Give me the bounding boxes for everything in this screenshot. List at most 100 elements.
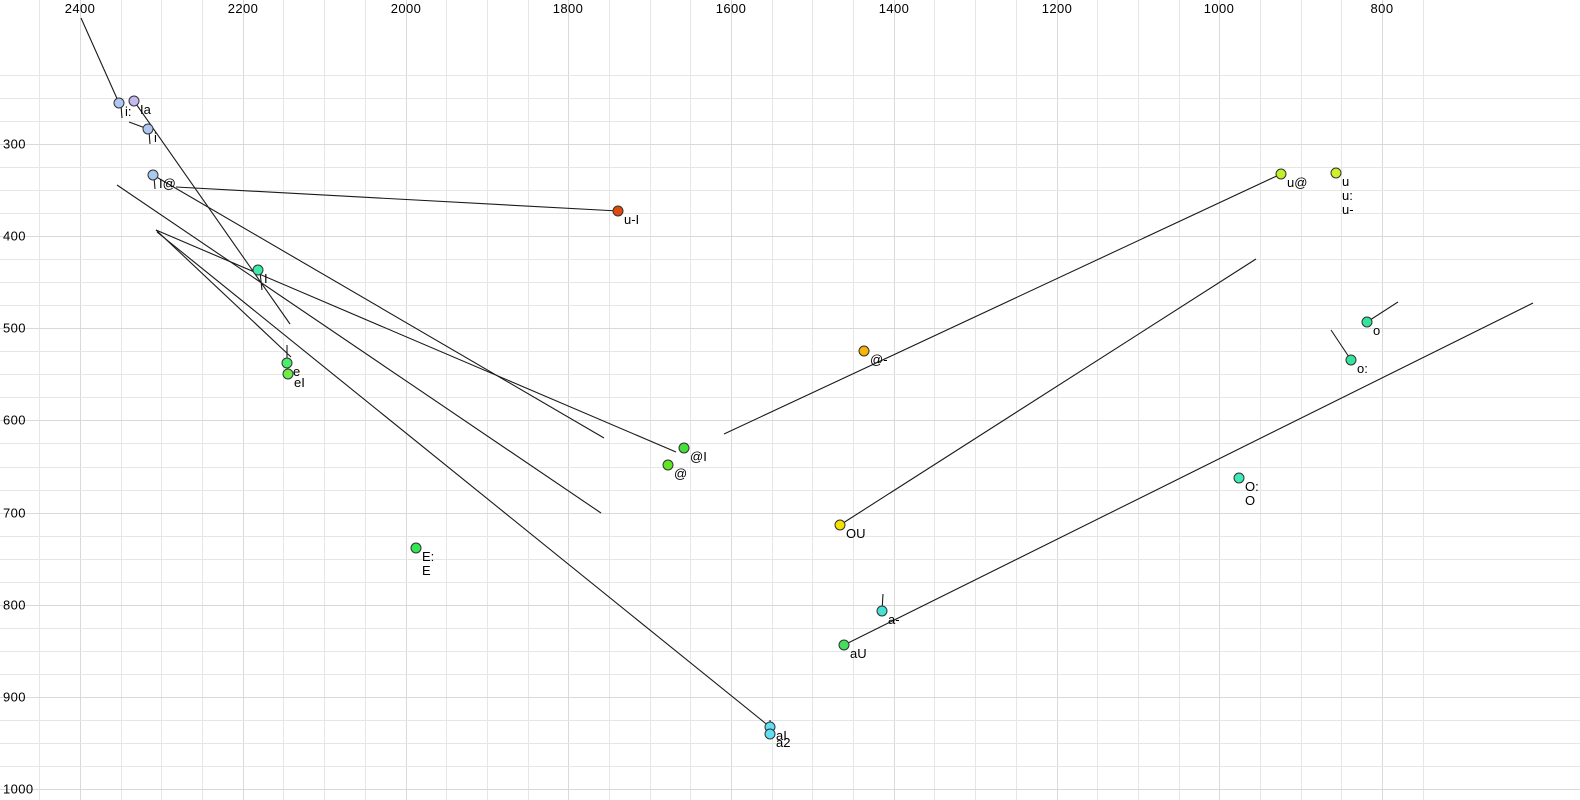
grid-line-vertical-major [406,0,407,800]
vowel-point[interactable] [142,123,154,135]
vowel-point[interactable] [764,728,776,740]
grid-line-vertical-minor [202,0,203,800]
x-tick-label: 1200 [1041,1,1073,16]
vowel-label: @- [870,352,888,367]
grid-line-vertical-minor [1423,0,1424,800]
grid-line-horizontal-minor [0,766,1580,767]
grid-line-vertical-minor [1301,0,1302,800]
vowel-label: u [1342,174,1350,189]
vowel-label: aI [776,728,787,743]
y-tick-label: 500 [3,320,26,336]
grid-line-horizontal-minor [0,121,1580,122]
grid-line-vertical-minor [365,0,366,800]
y-tick-label: 800 [3,597,26,613]
grid-line-horizontal-minor [0,743,1580,744]
grid-line-vertical-minor [487,0,488,800]
vowel-point[interactable] [410,542,422,554]
grid-line-vertical-minor [446,0,447,800]
vowel-label: o [1373,323,1381,338]
vowel-point[interactable] [1361,316,1373,328]
vowel-label: eI [294,375,305,390]
vowel-label: a- [888,612,900,627]
vowel-point[interactable] [838,639,850,651]
y-tick-label: 1000 [3,781,34,797]
grid-line-horizontal-minor [0,443,1580,444]
grid-line-vertical-minor [39,0,40,800]
vowel-point[interactable] [1233,472,1245,484]
grid-line-vertical-minor [121,0,122,800]
grid-line-vertical-major [1382,0,1383,800]
grid-line-horizontal-minor [0,467,1580,468]
grid-line-horizontal-minor [0,582,1580,583]
grid-line-vertical-major [894,0,895,800]
vowel-point[interactable] [1275,168,1287,180]
vowel-label: @ [674,466,688,481]
grid-line-horizontal-minor [0,351,1580,352]
grid-line-horizontal-minor [0,536,1580,537]
grid-line-vertical-minor [1016,0,1017,800]
vowel-point[interactable] [1345,354,1357,366]
vowel-point[interactable] [678,442,690,454]
grid-line-horizontal-minor [0,167,1580,168]
vowel-label: E [422,563,431,578]
vowel-label: u: [1342,188,1353,203]
vowel-point[interactable] [281,357,293,369]
vowel-point[interactable] [834,519,846,531]
vowel-label: Ia [140,102,151,117]
grid-line-horizontal-minor [0,559,1580,560]
y-tick-label: 300 [3,136,26,152]
grid-line-vertical-minor [528,0,529,800]
grid-line-vertical-minor [1097,0,1098,800]
grid-line-horizontal-minor [0,75,1580,76]
vowel-label: i: [125,104,132,119]
y-tick-label: 900 [3,689,26,705]
grid-line-horizontal-minor [0,282,1580,283]
grid-line-horizontal-major [0,513,1580,514]
grid-line-horizontal-major [0,328,1580,329]
x-tick-label: 2400 [64,1,96,16]
vowel-point[interactable] [252,264,264,276]
grid-line-vertical-minor [161,0,162,800]
grid-line-vertical-minor [934,0,935,800]
grid-line-horizontal-major [0,144,1580,145]
vowel-label: u- [1342,202,1354,217]
vowel-label: E: [422,549,435,564]
vowel-label: O [1245,493,1256,508]
vowel-point[interactable] [128,95,140,107]
grid-line-vertical-minor [324,0,325,800]
grid-line-horizontal-major [0,789,1580,790]
grid-line-horizontal-minor [0,490,1580,491]
vowel-label: @I [690,449,707,464]
vowel-point[interactable] [662,459,674,471]
grid-line-horizontal-minor [0,397,1580,398]
grid-line-vertical-major [731,0,732,800]
vowel-label: i [154,130,157,145]
grid-line-horizontal-minor [0,305,1580,306]
grid-line-horizontal-minor [0,374,1580,375]
grid-line-vertical-major [80,0,81,800]
x-tick-label: 800 [1370,1,1394,16]
vowel-label: u@ [1287,175,1308,190]
vowel-point[interactable] [147,169,159,181]
y-tick-label: 400 [3,228,26,244]
grid-line-vertical-minor [609,0,610,800]
vowel-point[interactable] [113,97,125,109]
grid-line-horizontal-minor [0,628,1580,629]
grid-line-horizontal-minor [0,674,1580,675]
grid-line-vertical-minor [690,0,691,800]
grid-line-vertical-minor [772,0,773,800]
grid-line-vertical-minor [853,0,854,800]
trajectory-line [152,174,605,439]
vowel-label: O: [1245,479,1259,494]
vowel-label: a2 [776,735,791,750]
grid-line-horizontal-minor [0,720,1580,721]
grid-line-vertical-major [243,0,244,800]
y-tick-label: 700 [3,505,26,521]
vowel-point[interactable] [612,205,624,217]
x-tick-label: 1000 [1203,1,1235,16]
vowel-point[interactable] [282,368,294,380]
vowel-point[interactable] [858,345,870,357]
grid-line-vertical-major [568,0,569,800]
vowel-point[interactable] [876,605,888,617]
vowel-point[interactable] [1330,167,1342,179]
